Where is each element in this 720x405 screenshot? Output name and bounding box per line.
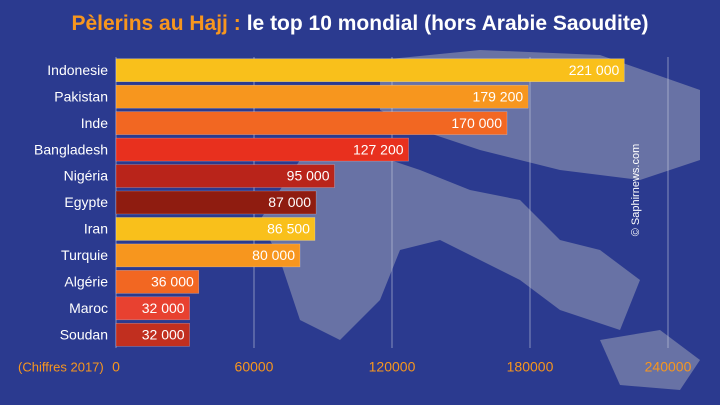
value-label: 221 000 — [569, 62, 620, 78]
watermark: © Saphirnews.com — [630, 144, 642, 236]
bar — [115, 270, 200, 294]
bar — [115, 84, 529, 109]
bar — [115, 296, 190, 321]
bar — [115, 164, 335, 188]
y-tick-label: Inde — [81, 115, 108, 131]
x-tick-label: 180000 — [507, 359, 554, 375]
value-label: 170 000 — [451, 115, 502, 131]
x-tick-label: 0 — [112, 359, 120, 375]
x-tick-label: 60000 — [235, 359, 274, 375]
y-tick-label: Algérie — [64, 274, 108, 290]
chart-title: Pèlerins au Hajj : le top 10 mondial (hor… — [71, 12, 648, 35]
bar — [115, 137, 409, 162]
y-tick-label: Maroc — [69, 300, 108, 316]
y-tick-label: Pakistan — [54, 88, 108, 104]
y-tick-label: Egypte — [64, 194, 108, 210]
title-rest: le top 10 mondial (hors Arabie Saoudite) — [247, 12, 649, 35]
value-label: 36 000 — [151, 274, 194, 290]
bar — [115, 217, 316, 241]
y-tick-label: Nigéria — [64, 168, 109, 184]
y-tick-label: Indonesie — [47, 62, 108, 78]
x-tick-label: 120000 — [369, 359, 416, 375]
map-decoration — [260, 50, 700, 390]
value-label: 179 200 — [473, 88, 524, 104]
bar — [115, 190, 317, 215]
title-highlight: Pèlerins au Hajj : — [71, 12, 240, 35]
source-note: (Chiffres 2017) — [18, 359, 104, 374]
bar — [115, 243, 301, 268]
bar — [115, 58, 625, 82]
bar — [115, 111, 508, 135]
value-label: 87 000 — [268, 194, 311, 210]
bar — [115, 323, 190, 347]
value-label: 127 200 — [353, 141, 404, 157]
x-tick-label: 240000 — [645, 359, 692, 375]
value-label: 95 000 — [287, 168, 330, 184]
value-label: 32 000 — [142, 300, 185, 316]
value-label: 86 500 — [267, 221, 310, 237]
y-tick-label: Turquie — [61, 247, 108, 263]
y-tick-label: Bangladesh — [34, 141, 108, 157]
y-tick-label: Iran — [84, 221, 108, 237]
value-label: 32 000 — [142, 326, 185, 342]
value-label: 80 000 — [252, 247, 295, 263]
y-tick-label: Soudan — [60, 326, 108, 342]
